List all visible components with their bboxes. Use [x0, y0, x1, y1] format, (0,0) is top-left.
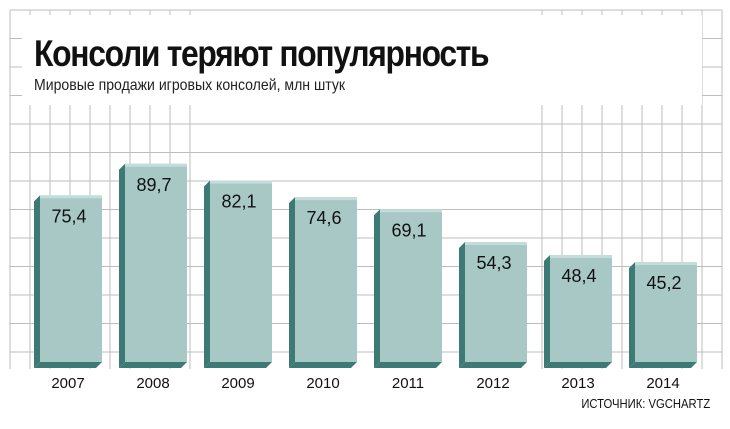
bar-top: [295, 197, 357, 201]
bar-side: [374, 209, 380, 368]
bar-2013: [544, 255, 612, 368]
x-tick-label: 2009: [221, 375, 254, 392]
bar-side: [629, 262, 635, 368]
bar-2010: [289, 197, 357, 368]
bar-top: [465, 241, 527, 245]
bar-bottom: [34, 362, 102, 368]
bar-2009: [204, 180, 272, 368]
bar-face: [550, 255, 612, 362]
value-label: 45,2: [646, 273, 681, 293]
bar-side: [204, 180, 210, 368]
x-tick-label: 2012: [476, 375, 509, 392]
value-label: 75,4: [51, 206, 86, 226]
bar-face: [295, 197, 357, 362]
value-label: 82,1: [221, 192, 256, 212]
bar-bottom: [289, 362, 357, 368]
bars: [34, 163, 697, 368]
bar-side: [119, 163, 125, 368]
bar-2012: [459, 241, 527, 368]
label-band: [0, 369, 730, 429]
bar-side: [289, 197, 295, 368]
bar-bottom: [629, 362, 697, 368]
x-tick-label: 2007: [51, 375, 84, 392]
bar-bottom: [119, 362, 187, 368]
bar-top: [635, 262, 697, 266]
bar-side: [544, 255, 550, 368]
bar-top: [550, 255, 612, 259]
x-tick-labels: 2007 2008 2009 2010 2011 2012 2013 2014: [51, 375, 679, 392]
source-note: ИСТОЧНИК: VGCHARTZ: [581, 397, 710, 411]
bar-face: [40, 195, 102, 362]
x-tick-label: 2011: [392, 375, 424, 392]
bar-face: [465, 241, 527, 362]
bar-2007: [34, 195, 102, 368]
x-tick-label: 2008: [136, 375, 169, 392]
bar-face: [635, 262, 697, 362]
bar-top: [210, 180, 272, 184]
bar-side: [459, 241, 465, 368]
bar-face: [210, 180, 272, 362]
value-labels: 75,4 89,7 82,1 74,6 69,1 54,3 48,4 45,2: [51, 175, 681, 293]
bar-bottom: [544, 362, 612, 368]
bar-2011: [374, 209, 442, 368]
bar-face: [380, 209, 442, 362]
chart-title: Консоли теряют популярность: [34, 33, 490, 74]
bar-2008: [119, 163, 187, 368]
value-label: 69,1: [391, 220, 426, 240]
x-tick-label: 2014: [646, 375, 679, 392]
bar-face: [125, 163, 187, 362]
bar-top: [40, 195, 102, 199]
bar-bottom: [374, 362, 442, 368]
value-label: 48,4: [561, 266, 596, 286]
bar-bottom: [459, 362, 527, 368]
value-label: 74,6: [306, 208, 341, 228]
chart-subtitle: Мировые продажи игровых консолей, млн шт…: [34, 77, 346, 94]
bar-top: [125, 163, 187, 167]
value-label: 54,3: [476, 253, 511, 273]
x-tick-label: 2010: [306, 375, 339, 392]
x-tick-label: 2013: [561, 375, 594, 392]
bar-top: [380, 209, 442, 213]
bar-side: [34, 195, 40, 368]
bar-2014: [629, 262, 697, 368]
value-label: 89,7: [136, 175, 171, 195]
bar-bottom: [204, 362, 272, 368]
title-box: Консоли теряют популярность Мировые прод…: [22, 15, 702, 105]
